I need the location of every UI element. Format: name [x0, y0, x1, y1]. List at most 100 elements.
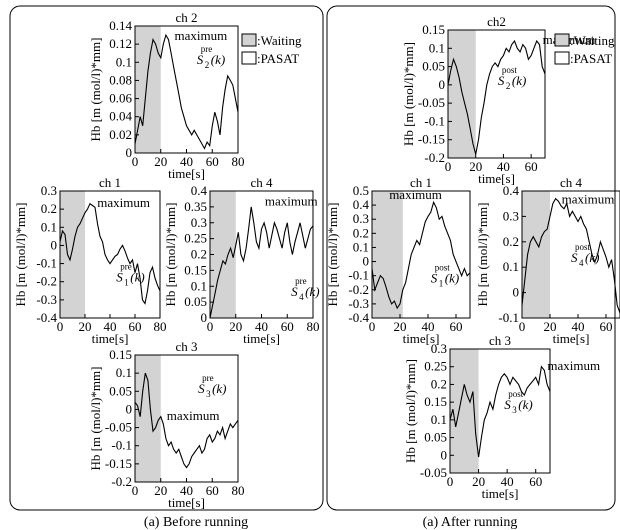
y-tick-label: 0.5: [353, 183, 369, 198]
signal-label-argument: (k): [512, 73, 526, 88]
y-tick-label: 0: [126, 401, 133, 416]
x-tick-label: 60: [529, 474, 542, 489]
x-tick-label: 60: [525, 159, 538, 174]
series-line: [210, 206, 313, 318]
chart-title: ch 4: [560, 175, 583, 190]
y-tick-label: 0: [201, 310, 208, 325]
x-tick-label: 20: [154, 483, 167, 498]
y-tick-label: 0.2: [503, 234, 519, 249]
x-tick-label: 20: [154, 154, 167, 169]
legend-waiting-label: :Waiting: [570, 33, 615, 48]
annotation-maximum: maximum: [167, 408, 220, 423]
signal-label: S: [498, 73, 505, 88]
y-tick-label: 0.05: [424, 430, 447, 445]
signal-label-superscript: pre: [202, 373, 214, 383]
y-tick-label: 0.3: [503, 208, 519, 223]
signal-label-superscript: pre: [120, 262, 132, 272]
chart-before-1: 0 20 40 60 80 -0.4 -0.3 -0.2 -0.1 0 0.1 0.2 0.3 ch 1 t…: [13, 175, 167, 346]
y-tick-label: 0.2: [353, 225, 369, 240]
y-tick-label: 0.14: [109, 18, 132, 33]
y-tick-label: -0.2: [348, 282, 369, 297]
x-tick-label: 0: [519, 319, 526, 334]
y-tick-label: 0: [51, 237, 58, 252]
signal-label-subscript: 3: [512, 405, 517, 415]
signal-label-superscript: post: [435, 263, 451, 273]
series-line: [448, 39, 545, 155]
x-axis-label: time[s]: [243, 331, 280, 346]
y-tick-label: 0.3: [431, 341, 447, 356]
legend-pasat-label: :PASAT: [257, 51, 299, 66]
y-tick-label: 0.1: [41, 219, 57, 234]
x-tick-label: 80: [232, 154, 245, 169]
x-tick-label: 60: [206, 483, 219, 498]
legend-after: :Waiting :PASAT: [554, 33, 615, 66]
annotation-maximum: maximum: [97, 195, 150, 210]
signal-label: S: [431, 271, 438, 286]
y-tick-label: 0.25: [184, 231, 207, 246]
y-tick-label: 0.15: [422, 22, 445, 37]
chart-title: ch 1: [99, 175, 121, 190]
x-tick-label: 60: [281, 319, 294, 334]
y-tick-label: 0.1: [431, 412, 447, 427]
x-axis-label: time[s]: [168, 166, 205, 181]
y-tick-label: 0.2: [191, 247, 207, 262]
signal-label: S: [116, 270, 123, 285]
signal-label-subscript: 3: [206, 389, 211, 399]
signal-label-subscript: 1: [439, 279, 444, 289]
y-tick-label: 0.04: [109, 109, 132, 124]
y-tick-label: 0.3: [353, 211, 369, 226]
y-tick-label: 0.05: [422, 59, 445, 74]
caption-before: (a) Before running: [144, 515, 248, 530]
annotation-maximum: maximum: [389, 187, 442, 202]
signal-label-superscript: pre: [295, 276, 307, 286]
y-tick-label: 0.3: [41, 183, 57, 198]
y-tick-label: -0.05: [420, 465, 447, 480]
x-tick-label: 0: [57, 319, 64, 334]
chart-before-2: 0 20 40 60 80 00.050.10.150.20.250.30.350.4 ch…: [163, 175, 320, 346]
x-tick-label: 20: [79, 319, 92, 334]
caption-after: (a) After running: [423, 515, 518, 530]
y-tick-label: 0.06: [109, 91, 132, 106]
plot-frame: [371, 190, 471, 319]
y-tick-label: -0.15: [418, 132, 445, 147]
signal-label-subscript: 2: [506, 81, 511, 91]
y-tick-label: 0: [439, 77, 446, 92]
series-line: [522, 197, 620, 314]
y-tick-label: -0.1: [36, 256, 57, 271]
legend-before: :Waiting :PASAT: [241, 33, 302, 66]
y-tick-label: -0.2: [36, 274, 57, 289]
annotation-maximum: maximum: [265, 194, 318, 209]
y-tick-label: -0.1: [498, 310, 519, 325]
signal-label: S: [571, 250, 578, 265]
y-axis-label: Hb [m (mol/l)*mm]: [325, 203, 340, 307]
y-tick-label: 0.15: [184, 262, 207, 277]
signal-label-subscript: 4: [579, 258, 584, 268]
x-tick-label: 40: [501, 474, 514, 489]
chart-title: ch 1: [410, 175, 432, 190]
y-tick-label: 0.3: [191, 215, 207, 230]
x-tick-label: 0: [132, 483, 139, 498]
y-tick-label: 0: [513, 285, 520, 300]
y-tick-label: 0.1: [353, 239, 369, 254]
y-tick-label: 0.4: [503, 183, 520, 198]
x-axis-label: time[s]: [553, 331, 590, 346]
signal-label-subscript: 4: [299, 292, 304, 302]
charts-layer: 0 20 40 60 8000.020.040.060.080.10.120.14ch …: [13, 10, 620, 510]
x-tick-label: 60: [206, 154, 219, 169]
chart-before-3: 0 20 40 60 80 -0.2 -0.15 -0.1 -0.05 0 0.05 0.1 0.15 c…: [88, 339, 245, 510]
waiting-region: [135, 26, 161, 153]
x-tick-label: 40: [422, 319, 435, 334]
chart-before-0: 0 20 40 60 8000.020.040.060.080.10.120.14ch …: [88, 10, 245, 181]
signal-label: S: [291, 284, 298, 299]
x-tick-label: 20: [469, 159, 482, 174]
y-tick-label: -0.3: [348, 296, 369, 311]
annotation-maximum: maximum: [562, 192, 615, 207]
chart-after-5: 0 20 40 60-0.4-0.3-0.2-0.100.10.20.30.40.5c…: [325, 175, 471, 346]
plot-frame: [521, 190, 620, 319]
x-tick-label: 80: [232, 483, 245, 498]
y-tick-label: 0.1: [191, 278, 207, 293]
y-tick-label: -0.2: [424, 150, 445, 165]
x-tick-label: 40: [255, 319, 268, 334]
y-tick-label: 0: [363, 254, 370, 269]
y-tick-label: 0.12: [109, 36, 132, 51]
